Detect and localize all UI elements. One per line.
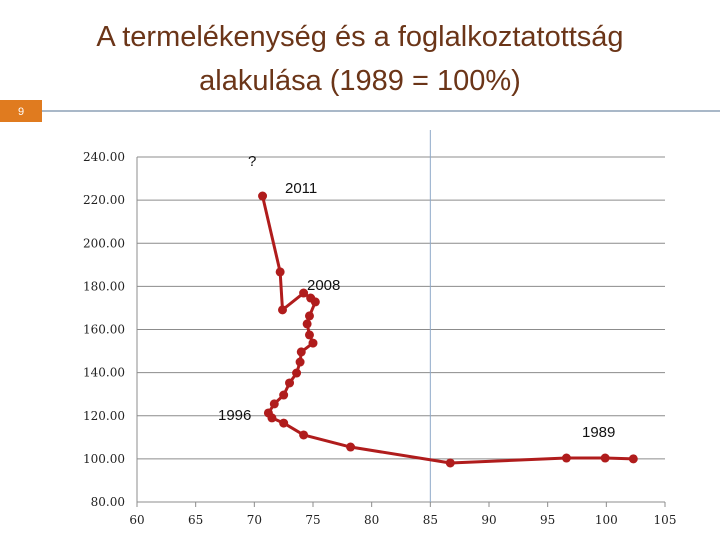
data-point xyxy=(263,408,273,418)
x-tick-label: 85 xyxy=(423,513,438,527)
data-point xyxy=(296,347,306,357)
x-tick-label: 100 xyxy=(595,513,618,527)
x-tick-label: 80 xyxy=(364,513,379,527)
data-point xyxy=(299,288,309,298)
x-tick-label: 70 xyxy=(247,513,262,527)
y-tick-label: 120.00 xyxy=(83,409,125,423)
chart-title: alakulása (1989 = 100%) xyxy=(199,65,521,97)
y-tick-label: 80.00 xyxy=(91,495,125,509)
data-point xyxy=(277,305,287,315)
data-point xyxy=(600,453,610,463)
x-tick-label: 105 xyxy=(654,513,677,527)
annotation: 1996 xyxy=(218,407,251,424)
y-tick-label: 220.00 xyxy=(83,193,125,207)
y-tick-label: 100.00 xyxy=(83,452,125,466)
x-tick-label: 75 xyxy=(305,513,320,527)
data-point xyxy=(292,368,302,378)
slide-number: 9 xyxy=(18,106,24,118)
data-point xyxy=(258,191,268,201)
data-point xyxy=(628,454,638,464)
x-tick-label: 60 xyxy=(129,513,144,527)
data-point xyxy=(346,442,356,452)
y-tick-label: 160.00 xyxy=(83,323,125,337)
data-point xyxy=(445,458,455,468)
y-tick-label: 180.00 xyxy=(83,279,125,293)
data-point xyxy=(308,338,318,348)
data-point xyxy=(279,418,289,428)
x-tick-label: 95 xyxy=(540,513,555,527)
y-tick-label: 140.00 xyxy=(83,366,125,380)
data-point xyxy=(269,399,279,409)
data-point xyxy=(299,430,309,440)
y-tick-label: 240.00 xyxy=(83,150,125,164)
data-point xyxy=(304,330,314,340)
x-tick-label: 90 xyxy=(481,513,496,527)
x-tick-label: 65 xyxy=(188,513,203,527)
data-point xyxy=(285,378,295,388)
data-point xyxy=(306,293,316,303)
annotation: 2011 xyxy=(285,180,317,197)
annotation: 2008 xyxy=(307,277,340,294)
data-point xyxy=(304,311,314,321)
annotation: 1989 xyxy=(582,424,615,441)
data-point xyxy=(302,319,312,329)
data-point xyxy=(279,390,289,400)
slide-number-box xyxy=(0,100,42,122)
annotation: ? xyxy=(248,153,256,170)
data-point xyxy=(561,453,571,463)
y-tick-label: 200.00 xyxy=(83,236,125,250)
data-point xyxy=(275,267,285,277)
chart-title: A termelékenység és a foglalkoztatottság xyxy=(96,21,623,53)
data-point xyxy=(295,357,305,367)
